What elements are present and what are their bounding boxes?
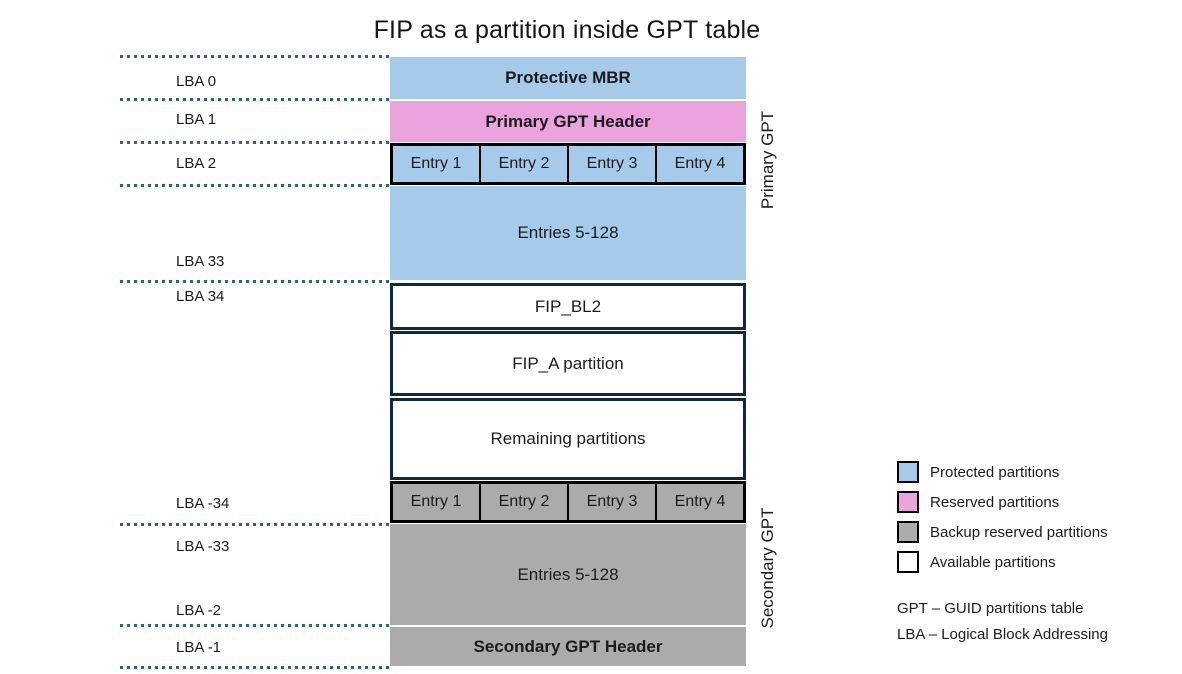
secondary-entry-2: Entry 2 — [479, 484, 567, 520]
lba-label-n1: LBA -1 — [176, 639, 222, 656]
primary-entry-4: Entry 4 — [655, 146, 743, 182]
lba-label-33: LBA 33 — [176, 253, 225, 270]
primary-gpt-side-label: Primary GPT — [758, 110, 777, 210]
primary-entry-1: Entry 1 — [410, 155, 462, 172]
legend-item-label: Backup reserved partitions — [930, 523, 1108, 541]
primary-entry-row: Entry 1 Entry 2 Entry 3 Entry 4 — [390, 143, 746, 185]
secondary-entry-1: Entry 1 — [410, 493, 462, 510]
lba-boundary-line — [120, 55, 390, 58]
lba-boundary-line — [120, 184, 390, 187]
lba-label-0: LBA 0 — [176, 73, 217, 90]
secondary-entry-3: Entry 3 — [567, 484, 655, 520]
lba-label-n2: LBA -2 — [176, 602, 222, 619]
partition-remaining: Remaining partitions — [390, 398, 746, 480]
partition-primary-entries-5-128: Entries 5-128 — [390, 186, 746, 280]
gpt-abbreviation-note: GPT – GUID partitions table — [897, 600, 1084, 617]
primary-entry-3: Entry 3 — [567, 146, 655, 182]
diagram-title: FIP as a partition inside GPT table — [373, 16, 761, 44]
legend-item-backup: Backup reserved partitions — [897, 521, 1108, 543]
abbreviation-notes: GPT – GUID partitions table LBA – Logica… — [897, 600, 1108, 652]
partition-secondary-gpt-header: Secondary GPT Header — [390, 627, 746, 666]
lba-label-1: LBA 1 — [176, 111, 217, 128]
lba-label-34: LBA 34 — [176, 288, 225, 305]
lba-label-2: LBA 2 — [176, 155, 217, 172]
secondary-entry-4: Entry 4 — [655, 484, 743, 520]
lba-boundary-line — [120, 98, 390, 101]
lba-boundary-line — [120, 666, 390, 669]
legend-item-reserved: Reserved partitions — [897, 491, 1108, 513]
reserved-color-swatch — [897, 491, 919, 513]
partition-fip-bl2: FIP_BL2 — [390, 283, 746, 330]
lba-boundary-line — [120, 523, 390, 526]
partition-secondary-entries-5-128: Entries 5-128 — [390, 524, 746, 625]
legend-item-label: Reserved partitions — [930, 493, 1060, 511]
primary-entry-2: Entry 2 — [479, 146, 567, 182]
secondary-gpt-side-label: Secondary GPT — [758, 507, 777, 629]
legend-item-protected: Protected partitions — [897, 461, 1108, 483]
available-color-swatch — [897, 551, 919, 573]
secondary-entry-row: Entry 1 Entry 2 Entry 3 Entry 4 — [390, 481, 746, 523]
legend-item-label: Available partitions — [930, 553, 1056, 571]
protected-color-swatch — [897, 461, 919, 483]
lba-boundary-line — [120, 280, 390, 283]
partition-fip-a: FIP_A partition — [390, 331, 746, 396]
lba-boundary-line — [120, 141, 390, 144]
legend-item-available: Available partitions — [897, 551, 1108, 573]
lba-boundary-line — [120, 624, 390, 627]
lba-label-n33: LBA -33 — [176, 538, 230, 555]
lba-label-n34: LBA -34 — [176, 495, 230, 512]
partition-protective-mbr: Protective MBR — [390, 57, 746, 99]
legend-item-label: Protected partitions — [930, 463, 1060, 481]
partition-primary-gpt-header: Primary GPT Header — [390, 101, 746, 142]
legend: Protected partitions Reserved partitions… — [897, 461, 1108, 581]
backup-color-swatch — [897, 521, 919, 543]
lba-abbreviation-note: LBA – Logical Block Addressing — [897, 626, 1108, 643]
